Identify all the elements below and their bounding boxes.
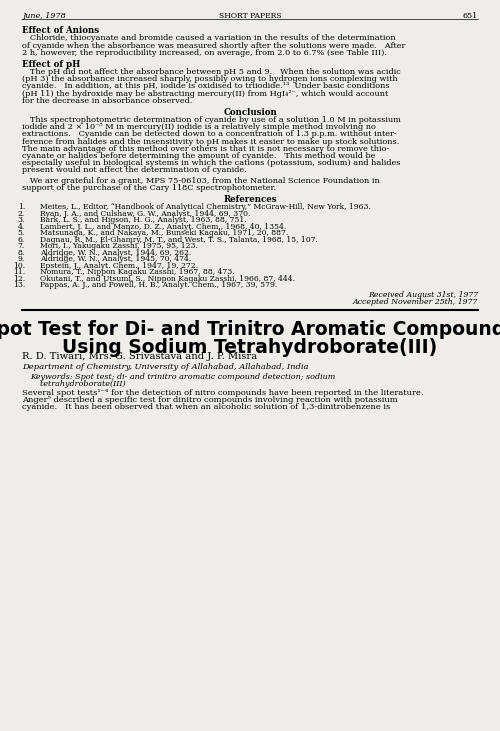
Text: 8.: 8. [18, 249, 25, 257]
Text: Anger⁵ described a specific test for dinitro compounds involving reaction with p: Anger⁵ described a specific test for din… [22, 396, 398, 404]
Text: ference from halides and the insensitivity to pH makes it easier to make up stoc: ference from halides and the insensitivi… [22, 137, 400, 145]
Text: extractions.   Cyanide can be detected down to a concentration of 1.3 p.p.m. wit: extractions. Cyanide can be detected dow… [22, 131, 396, 138]
Text: 12.: 12. [13, 275, 25, 283]
Text: 6.: 6. [18, 235, 25, 243]
Text: (pH 3) the absorbance increased sharply, possibly owing to hydrogen ions complex: (pH 3) the absorbance increased sharply,… [22, 75, 398, 83]
Text: Chloride, thiocyanate and bromide caused a variation in the results of the deter: Chloride, thiocyanate and bromide caused… [22, 34, 396, 42]
Text: Effect of Anions: Effect of Anions [22, 26, 99, 35]
Text: tetrahydroborate(III): tetrahydroborate(III) [30, 380, 126, 388]
Text: SHORT PAPERS: SHORT PAPERS [218, 12, 282, 20]
Text: Epstein, J., Analyt. Chem., 1947, 19, 272.: Epstein, J., Analyt. Chem., 1947, 19, 27… [40, 262, 198, 270]
Text: References: References [223, 195, 277, 204]
Text: cyanide.   It has been observed that when an alcoholic solution of 1,3-dinitrobe: cyanide. It has been observed that when … [22, 404, 390, 412]
Text: cyanide.   In addition, at this pH, iodide is oxidised to triiodide.¹³  Under ba: cyanide. In addition, at this pH, iodide… [22, 83, 390, 91]
Text: June, 1978: June, 1978 [22, 12, 66, 20]
Text: Received August 31st, 1977: Received August 31st, 1977 [368, 291, 478, 298]
Text: 2.: 2. [18, 210, 25, 218]
Text: Several spot tests¹⁻⁴ for the detection of nitro compounds have been reported in: Several spot tests¹⁻⁴ for the detection … [22, 389, 423, 397]
Text: support of the purchase of the Cary 118C spectrophotometer.: support of the purchase of the Cary 118C… [22, 184, 276, 192]
Text: Conclusion: Conclusion [223, 107, 277, 117]
Text: 5.: 5. [18, 229, 25, 237]
Text: 13.: 13. [13, 281, 25, 289]
Text: 651: 651 [463, 12, 478, 20]
Text: 4.: 4. [18, 223, 25, 230]
Text: (pH 11) the hydroxide may be abstracting mercury(II) from HgI₄²⁻, which would ac: (pH 11) the hydroxide may be abstracting… [22, 90, 388, 98]
Text: Bark, L. S., and Higson, H. G., Analyst, 1963, 88, 751.: Bark, L. S., and Higson, H. G., Analyst,… [40, 216, 246, 224]
Text: 9.: 9. [18, 255, 25, 263]
Text: Accepted November 25th, 1977: Accepted November 25th, 1977 [353, 298, 478, 306]
Text: Matsunaga, K., and Nakaya, M., Bunseki Kagaku, 1971, 20, 887.: Matsunaga, K., and Nakaya, M., Bunseki K… [40, 229, 288, 237]
Text: 3.: 3. [18, 216, 25, 224]
Text: 10.: 10. [13, 262, 25, 270]
Text: Effect of pH: Effect of pH [22, 60, 80, 69]
Text: The pH did not affect the absorbance between pH 5 and 9.   When the solution was: The pH did not affect the absorbance bet… [22, 68, 401, 76]
Text: Lambert, J. L., and Manzo, D. Z., Analyt. Chem., 1968, 40, 1354.: Lambert, J. L., and Manzo, D. Z., Analyt… [40, 223, 286, 230]
Text: Keywords: Spot test; di- and trinitro aromatic compound detection; sodium: Keywords: Spot test; di- and trinitro ar… [30, 373, 336, 381]
Text: of cyanide when the absorbance was measured shortly after the solutions were mad: of cyanide when the absorbance was measu… [22, 42, 406, 50]
Text: 11.: 11. [13, 268, 25, 276]
Text: Okutani, T., and Utsumi, S., Nippon Kagaku Zasshi, 1966, 87, 444.: Okutani, T., and Utsumi, S., Nippon Kaga… [40, 275, 295, 283]
Text: especially useful in biological systems in which the cations (potassium, sodium): especially useful in biological systems … [22, 159, 400, 167]
Text: Mori, I., Yakugaku Zasshi, 1975, 95, 123.: Mori, I., Yakugaku Zasshi, 1975, 95, 123… [40, 242, 198, 250]
Text: Pappas, A. J., and Powell, H. B., Analyt. Chem., 1967, 39, 579.: Pappas, A. J., and Powell, H. B., Analyt… [40, 281, 277, 289]
Text: iodide and 2 × 10⁻⁵ M in mercury(II) iodide is a relatively simple method involv: iodide and 2 × 10⁻⁵ M in mercury(II) iod… [22, 124, 376, 132]
Text: Spot Test for Di- and Trinitro Aromatic Compounds: Spot Test for Di- and Trinitro Aromatic … [0, 319, 500, 338]
Text: present would not affect the determination of cyanide.: present would not affect the determinati… [22, 167, 247, 175]
Text: Aldridge, W. N., Analyst, 1945, 70, 474.: Aldridge, W. N., Analyst, 1945, 70, 474. [40, 255, 191, 263]
Text: Nomura, T., Nippon Kagaku Zasshi, 1967, 88, 473.: Nomura, T., Nippon Kagaku Zasshi, 1967, … [40, 268, 234, 276]
Text: Department of Chemistry, University of Allahabad, Allahabad, India: Department of Chemistry, University of A… [22, 363, 308, 371]
Text: Using Sodium Tetrahydroborate(III): Using Sodium Tetrahydroborate(III) [62, 338, 438, 357]
Text: cyanate or halides before determining the amount of cyanide.   This method would: cyanate or halides before determining th… [22, 152, 376, 160]
Text: Dagnau, R. M., El-Ghamry, M. T., and West, T. S., Talanta, 1968, 15, 107.: Dagnau, R. M., El-Ghamry, M. T., and Wes… [40, 235, 318, 243]
Text: Ryan, J. A., and Culshaw, G. W., Analyst, 1944, 69, 370.: Ryan, J. A., and Culshaw, G. W., Analyst… [40, 210, 250, 218]
Text: Aldridge, W. N., Analyst, 1944, 69, 262.: Aldridge, W. N., Analyst, 1944, 69, 262. [40, 249, 191, 257]
Text: 7.: 7. [18, 242, 25, 250]
Text: 1.: 1. [18, 203, 25, 211]
Text: This spectrophotometric determination of cyanide by use of a solution 1.0 M in p: This spectrophotometric determination of… [22, 116, 401, 124]
Text: We are grateful for a grant, MPS 75-06103, from the National Science Foundation : We are grateful for a grant, MPS 75-0610… [22, 177, 380, 185]
Text: for the decrease in absorbance observed.: for the decrease in absorbance observed. [22, 97, 192, 105]
Text: 2 h, however, the reproducibility increased, on average, from 2.0 to 6.7% (see T: 2 h, however, the reproducibility increa… [22, 49, 387, 57]
Text: The main advantage of this method over others is that it is not necessary to rem: The main advantage of this method over o… [22, 145, 389, 153]
Text: Meites, L., Editor, “Handbook of Analytical Chemistry,” McGraw-Hill, New York, 1: Meites, L., Editor, “Handbook of Analyti… [40, 203, 371, 211]
Text: R. D. Tiwari, Mrs. G. Srivastava and J. P. Misra: R. D. Tiwari, Mrs. G. Srivastava and J. … [22, 352, 257, 360]
